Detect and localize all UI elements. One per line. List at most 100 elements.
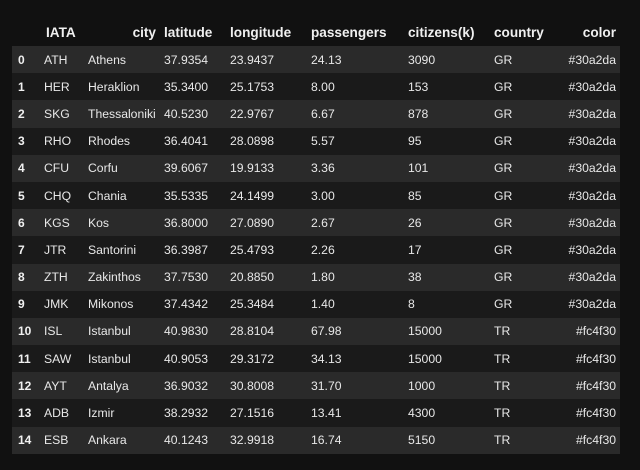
cell-passengers: 5.57	[311, 134, 335, 149]
cell-iata: JMK	[44, 297, 69, 312]
cell-country: GR	[494, 297, 513, 312]
cell-longitude: 19.9133	[230, 161, 275, 176]
cell-passengers: 3.00	[311, 188, 335, 203]
cell-city: Izmir	[88, 406, 115, 421]
cell-city: Santorini	[88, 242, 137, 257]
cell-longitude: 22.9767	[230, 106, 275, 121]
row-index: 14	[18, 433, 32, 448]
row-index: 8	[18, 270, 25, 285]
row-index: 6	[18, 215, 25, 230]
cell-latitude: 36.4041	[164, 134, 209, 149]
cell-iata: AYT	[44, 378, 67, 393]
cell-country: GR	[494, 215, 513, 230]
cell-citizens: 1000	[408, 378, 436, 393]
cell-iata: ISL	[44, 324, 63, 339]
header-row: IATA city latitude longitude passengers …	[12, 18, 620, 46]
cell-color: #30a2da	[568, 161, 616, 176]
cell-citizens: 38	[408, 270, 422, 285]
cell-country: TR	[494, 351, 511, 366]
table-row: 7 JTR Santorini 36.3987 25.4793 2.26 17 GR #30a2…	[12, 236, 620, 264]
cell-longitude: 28.8104	[230, 324, 275, 339]
cell-country: GR	[494, 134, 513, 149]
cell-country: GR	[494, 161, 513, 176]
cell-color: #fc4f30	[576, 406, 616, 421]
table-row: 10 ISL Istanbul 40.9830 28.8104 67.98 15000 TR #…	[12, 317, 620, 346]
cell-latitude: 35.3400	[164, 79, 209, 94]
cell-iata: HER	[44, 79, 70, 94]
cell-latitude: 35.5335	[164, 188, 209, 203]
cell-longitude: 29.3172	[230, 351, 275, 366]
row-index: 9	[18, 297, 25, 312]
cell-iata: ESB	[44, 433, 69, 448]
cell-passengers: 24.13	[311, 52, 342, 67]
column-header-iata: IATA	[42, 18, 84, 46]
cell-latitude: 40.9830	[164, 324, 209, 339]
cell-citizens: 5150	[408, 433, 436, 448]
table-row: 4 CFU Corfu 39.6067 19.9133 3.36 101 GR #30a2da	[12, 154, 620, 182]
table-row: 5 CHQ Chania 35.5335 24.1499 3.00 85 GR #30a2da	[12, 181, 620, 210]
cell-city: Chania	[88, 188, 127, 203]
cell-passengers: 1.40	[311, 297, 335, 312]
cell-latitude: 40.9053	[164, 351, 209, 366]
cell-passengers: 67.98	[311, 324, 342, 339]
cell-latitude: 38.2932	[164, 406, 209, 421]
cell-citizens: 85	[408, 188, 422, 203]
cell-latitude: 36.3987	[164, 242, 209, 257]
cell-latitude: 39.6067	[164, 161, 209, 176]
row-index: 11	[18, 351, 31, 366]
cell-passengers: 16.74	[311, 433, 342, 448]
column-header-citizens: citizens(k)	[404, 18, 490, 46]
cell-country: GR	[494, 106, 513, 121]
cell-color: #fc4f30	[576, 324, 616, 339]
column-header-latitude: latitude	[160, 18, 226, 46]
cell-passengers: 31.70	[311, 378, 342, 393]
cell-citizens: 15000	[408, 324, 442, 339]
cell-latitude: 40.1243	[164, 433, 209, 448]
table-row: 13 ADB Izmir 38.2932 27.1516 13.41 4300 TR #fc4f…	[12, 399, 620, 427]
cell-color: #fc4f30	[576, 351, 616, 366]
cell-longitude: 32.9918	[230, 433, 275, 448]
row-index: 12	[18, 378, 32, 393]
cell-country: TR	[494, 378, 511, 393]
table-row: 2 SKG Thessaloniki 40.5230 22.9767 6.67 878 GR #…	[12, 100, 620, 128]
cell-iata: RHO	[44, 134, 72, 149]
cell-color: #30a2da	[568, 79, 616, 94]
cell-color: #30a2da	[568, 270, 616, 285]
table-row: 11 SAW Istanbul 40.9053 29.3172 34.13 15000 TR #…	[12, 345, 620, 373]
cell-latitude: 37.4342	[164, 297, 209, 312]
cell-longitude: 24.1499	[230, 188, 275, 203]
cell-passengers: 2.26	[311, 242, 335, 257]
cell-longitude: 23.9437	[230, 52, 275, 67]
cell-passengers: 2.67	[311, 215, 335, 230]
cell-citizens: 878	[408, 106, 429, 121]
cell-longitude: 27.0890	[230, 215, 275, 230]
cell-iata: ZTH	[44, 270, 68, 285]
cell-citizens: 153	[408, 79, 429, 94]
cell-longitude: 25.3484	[230, 297, 275, 312]
column-header-longitude: longitude	[226, 18, 307, 46]
cell-city: Kos	[88, 215, 110, 230]
dataframe-table: IATA city latitude longitude passengers …	[12, 18, 620, 454]
cell-color: #fc4f30	[576, 433, 616, 448]
cell-country: TR	[494, 324, 511, 339]
cell-city: Thessaloniki	[88, 106, 156, 121]
table-row: 12 AYT Antalya 36.9032 30.8008 31.70 1000 TR #fc…	[12, 372, 620, 400]
cell-iata: JTR	[44, 242, 67, 257]
cell-city: Ankara	[88, 433, 127, 448]
column-header-color: color	[556, 18, 620, 46]
cell-city: Mikonos	[88, 297, 134, 312]
row-index: 5	[18, 188, 25, 203]
row-index: 3	[18, 134, 25, 149]
cell-country: GR	[494, 242, 513, 257]
table-body: 0 ATH Athens 37.9354 23.9437 24.13 3090 GR #30a2…	[12, 46, 620, 454]
cell-city: Heraklion	[88, 79, 140, 94]
cell-latitude: 37.9354	[164, 52, 209, 67]
cell-passengers: 3.36	[311, 161, 335, 176]
cell-country: GR	[494, 79, 513, 94]
cell-passengers: 1.80	[311, 270, 335, 285]
cell-passengers: 13.41	[311, 406, 342, 421]
index-header	[12, 18, 42, 46]
cell-city: Antalya	[88, 378, 129, 393]
cell-city: Athens	[88, 52, 126, 67]
row-index: 1	[18, 79, 25, 94]
